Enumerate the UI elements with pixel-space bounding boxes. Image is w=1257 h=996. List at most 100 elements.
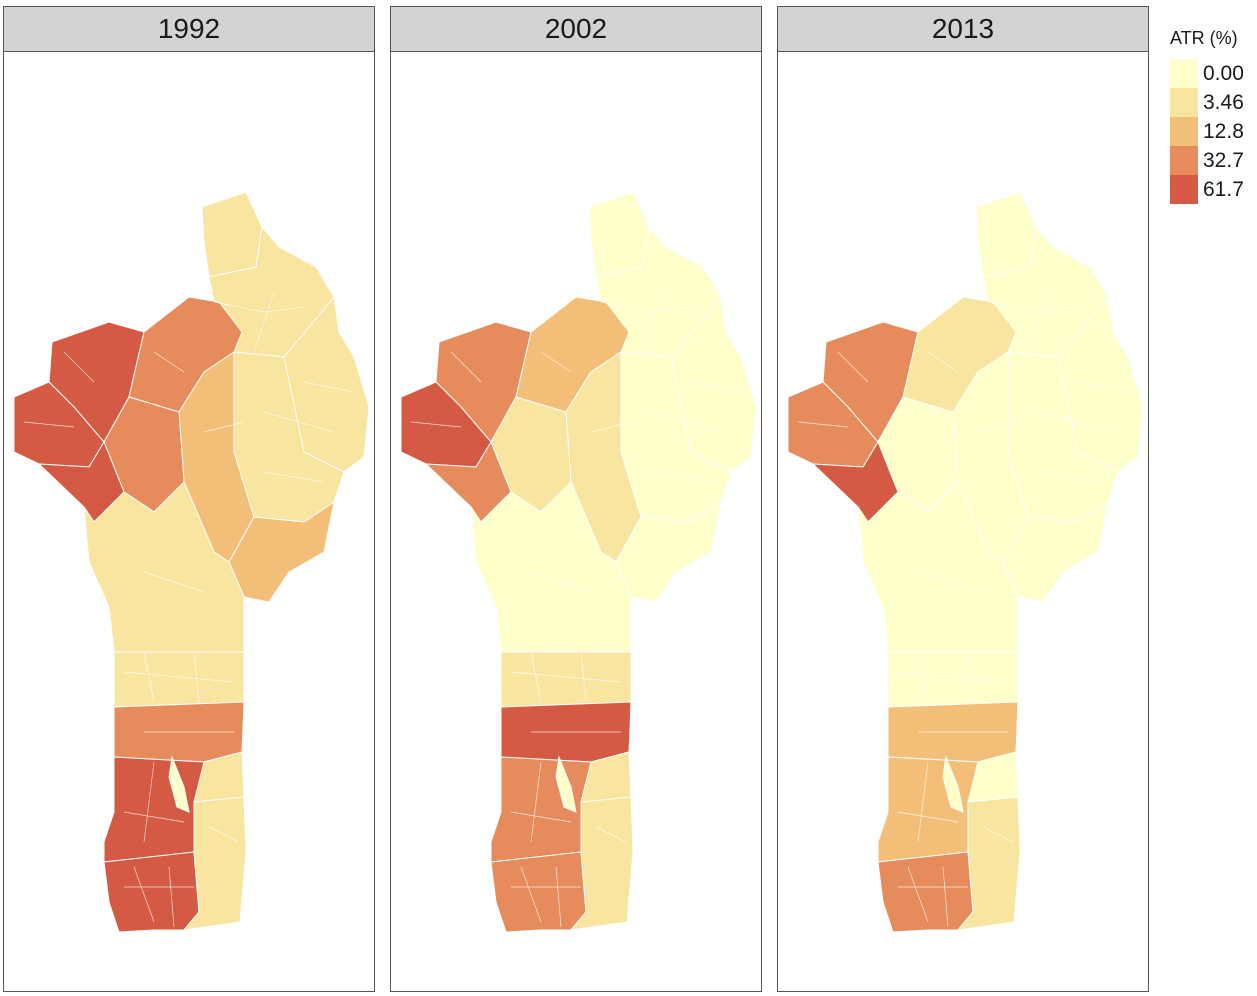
region-collines-north xyxy=(857,481,1019,653)
legend-label: 3.46 xyxy=(1203,90,1244,114)
region-collines-center xyxy=(887,651,1019,708)
region-collines-north xyxy=(83,481,245,653)
legend-item: 12.8 xyxy=(1170,117,1244,146)
commune-boundary xyxy=(590,421,632,433)
legend-item: 32.7 xyxy=(1170,146,1244,175)
commune-boundary xyxy=(520,866,542,923)
commune-boundary xyxy=(123,671,235,683)
commune-boundary xyxy=(510,811,572,823)
map-panel-2002: 2002 xyxy=(390,6,762,992)
commune-boundary xyxy=(23,421,75,428)
commune-boundary xyxy=(213,301,305,313)
legend-label: 12.8 xyxy=(1203,119,1244,143)
commune-boundary xyxy=(450,351,482,383)
legend-label: 32.7 xyxy=(1203,148,1244,172)
commune-boundary xyxy=(263,471,325,483)
panel-title: 2013 xyxy=(778,7,1148,52)
commune-boundary xyxy=(303,381,355,393)
commune-boundary xyxy=(580,651,587,703)
map-panel-2013: 2013 xyxy=(777,6,1149,992)
map-area xyxy=(778,52,1148,992)
commune-boundary xyxy=(530,761,542,843)
legend-item: 0.00 xyxy=(1170,59,1244,88)
region-littoral xyxy=(103,851,200,933)
region-littoral xyxy=(877,851,974,933)
benin-choropleth-map xyxy=(787,191,1144,933)
region-oueme xyxy=(569,796,634,931)
benin-choropleth-map xyxy=(400,191,757,933)
commune-boundary xyxy=(1037,411,1109,433)
legend-item: 3.46 xyxy=(1170,88,1244,117)
region-atlantique-lake xyxy=(168,755,190,813)
commune-boundary xyxy=(967,651,974,703)
commune-boundary xyxy=(600,301,692,313)
commune-boundary xyxy=(168,866,175,928)
benin-choropleth-map xyxy=(13,191,370,933)
region-collines-north xyxy=(470,481,632,653)
commune-boundary xyxy=(555,866,562,928)
commune-boundary xyxy=(540,351,572,373)
commune-boundary xyxy=(917,761,929,843)
legend-swatch xyxy=(1170,88,1198,117)
commune-boundary xyxy=(143,571,205,593)
commune-boundary xyxy=(530,651,542,703)
commune-boundary xyxy=(410,421,462,428)
region-atlantique-lake xyxy=(942,755,964,813)
commune-boundary xyxy=(650,471,712,483)
region-collines-center xyxy=(113,651,245,708)
commune-boundary xyxy=(907,866,929,923)
commune-boundary xyxy=(133,866,155,923)
commune-boundary xyxy=(797,421,849,428)
commune-boundary xyxy=(153,351,185,373)
region-north-tip xyxy=(588,191,650,278)
commune-boundary xyxy=(595,826,627,843)
commune-boundary xyxy=(977,421,1019,433)
commune-boundary xyxy=(510,671,622,683)
region-atlantique-lake xyxy=(555,755,577,813)
commune-boundary xyxy=(1027,291,1049,353)
commune-boundary xyxy=(208,826,240,843)
map-area xyxy=(391,52,761,992)
commune-boundary xyxy=(837,351,869,383)
legend-item: 61.7 xyxy=(1170,175,1244,204)
region-oueme xyxy=(182,796,247,931)
commune-boundary xyxy=(530,571,592,593)
panel-title: 1992 xyxy=(4,7,374,52)
commune-boundary xyxy=(193,651,200,703)
region-collines-center xyxy=(500,651,632,708)
commune-boundary xyxy=(942,866,949,928)
commune-boundary xyxy=(690,381,742,393)
commune-boundary xyxy=(927,351,959,373)
commune-boundary xyxy=(143,761,155,843)
panel-title: 2002 xyxy=(391,7,761,52)
commune-boundary xyxy=(982,826,1014,843)
commune-boundary xyxy=(203,421,245,433)
commune-boundary xyxy=(123,811,185,823)
commune-boundary xyxy=(63,351,95,383)
region-littoral xyxy=(490,851,587,933)
commune-boundary xyxy=(143,651,155,703)
commune-boundary xyxy=(897,811,959,823)
legend-label: 0.00 xyxy=(1203,61,1244,85)
legend-swatch xyxy=(1170,117,1198,146)
commune-boundary xyxy=(1077,381,1129,393)
commune-boundary xyxy=(650,411,722,433)
legend-swatch xyxy=(1170,146,1198,175)
map-panel-1992: 1992 xyxy=(3,6,375,992)
commune-boundary xyxy=(987,301,1079,313)
map-area xyxy=(4,52,374,992)
commune-boundary xyxy=(1037,471,1099,483)
legend: ATR (%) 0.00 3.46 12.8 32.7 61.7 xyxy=(1170,28,1244,204)
legend-swatch xyxy=(1170,59,1198,88)
commune-boundary xyxy=(253,291,275,353)
commune-boundary xyxy=(263,411,335,433)
commune-boundary xyxy=(917,571,979,593)
legend-label: 61.7 xyxy=(1203,177,1244,201)
legend-title: ATR (%) xyxy=(1170,28,1238,48)
commune-boundary xyxy=(917,651,929,703)
region-north-tip xyxy=(975,191,1037,278)
commune-boundary xyxy=(897,671,1009,683)
commune-boundary xyxy=(640,291,662,353)
legend-swatch xyxy=(1170,175,1198,204)
region-oueme xyxy=(956,796,1021,931)
